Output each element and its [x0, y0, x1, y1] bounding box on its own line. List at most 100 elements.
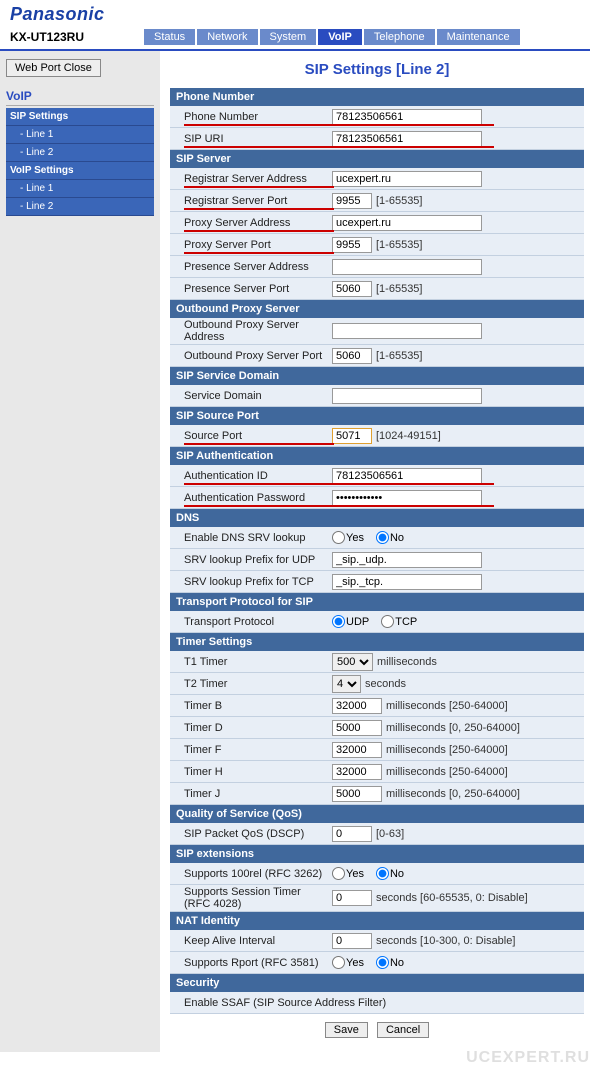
- input-th[interactable]: [332, 764, 382, 780]
- tab-status[interactable]: Status: [144, 29, 195, 45]
- label-tj: Timer J: [170, 788, 330, 800]
- hint-pres-port: [1-65535]: [376, 283, 422, 295]
- input-srv-udp[interactable]: [332, 552, 482, 568]
- label-dscp: SIP Packet QoS (DSCP): [170, 828, 330, 840]
- input-source-port[interactable]: [332, 428, 372, 444]
- input-tf[interactable]: [332, 742, 382, 758]
- input-dscp[interactable]: [332, 826, 372, 842]
- input-reg-addr[interactable]: [332, 171, 482, 187]
- input-tb[interactable]: [332, 698, 382, 714]
- section-qos: Quality of Service (QoS): [170, 805, 584, 823]
- radio-srv-no[interactable]: [376, 531, 389, 544]
- section-outbound: Outbound Proxy Server: [170, 300, 584, 318]
- input-td[interactable]: [332, 720, 382, 736]
- input-sip-uri[interactable]: [332, 131, 482, 147]
- sidebar-group-sip[interactable]: SIP Settings: [6, 108, 154, 126]
- input-phone-number[interactable]: [332, 109, 482, 125]
- input-auth-pw[interactable]: [332, 490, 482, 506]
- section-transport: Transport Protocol for SIP: [170, 593, 584, 611]
- label-ob-addr: Outbound Proxy Server Address: [170, 319, 330, 343]
- label-phone-number: Phone Number: [170, 111, 330, 123]
- input-service-domain[interactable]: [332, 388, 482, 404]
- input-pres-port[interactable]: [332, 281, 372, 297]
- select-t1[interactable]: 500: [332, 653, 373, 671]
- radio-rport-yes[interactable]: [332, 956, 345, 969]
- hint-reg-port: [1-65535]: [376, 195, 422, 207]
- hint-proxy-port: [1-65535]: [376, 239, 422, 251]
- section-dns: DNS: [170, 509, 584, 527]
- label-service-domain: Service Domain: [170, 390, 330, 402]
- radio-rport-no[interactable]: [376, 956, 389, 969]
- label-srv-tcp: SRV lookup Prefix for TCP: [170, 576, 330, 588]
- input-pres-addr[interactable]: [332, 259, 482, 275]
- radio-100rel-no[interactable]: [376, 867, 389, 880]
- sidebar-group-voip[interactable]: VoIP Settings: [6, 162, 154, 180]
- section-timers: Timer Settings: [170, 633, 584, 651]
- input-auth-id[interactable]: [332, 468, 482, 484]
- main-content: SIP Settings [Line 2] Phone Number Phone…: [160, 51, 590, 1052]
- radio-srv-yes[interactable]: [332, 531, 345, 544]
- label-keepalive: Keep Alive Interval: [170, 935, 330, 947]
- label-t1: T1 Timer: [170, 656, 330, 668]
- section-ext: SIP extensions: [170, 845, 584, 863]
- hint-ob-port: [1-65535]: [376, 350, 422, 362]
- page-title: SIP Settings [Line 2]: [170, 61, 584, 78]
- input-proxy-port[interactable]: [332, 237, 372, 253]
- label-rport: Supports Rport (RFC 3581): [170, 957, 330, 969]
- sidebar-item-voip-line2[interactable]: - Line 2: [6, 198, 154, 216]
- tab-telephone[interactable]: Telephone: [364, 29, 435, 45]
- input-ob-port[interactable]: [332, 348, 372, 364]
- radio-tcp[interactable]: [381, 615, 394, 628]
- tab-maintenance[interactable]: Maintenance: [437, 29, 520, 45]
- section-source-port: SIP Source Port: [170, 407, 584, 425]
- label-transport: Transport Protocol: [170, 616, 330, 628]
- input-keepalive[interactable]: [332, 933, 372, 949]
- input-session-timer[interactable]: [332, 890, 372, 906]
- input-proxy-addr[interactable]: [332, 215, 482, 231]
- input-ob-addr[interactable]: [332, 323, 482, 339]
- sidebar-item-sip-line1[interactable]: - Line 1: [6, 126, 154, 144]
- label-srv-udp: SRV lookup Prefix for UDP: [170, 554, 330, 566]
- input-srv-tcp[interactable]: [332, 574, 482, 590]
- label-source-port: Source Port: [170, 430, 330, 442]
- tab-system[interactable]: System: [260, 29, 317, 45]
- label-t2: T2 Timer: [170, 678, 330, 690]
- top-tabs: Status Network System VoIP Telephone Mai…: [144, 29, 520, 45]
- radio-100rel-yes[interactable]: [332, 867, 345, 880]
- model-label: KX-UT123RU: [10, 30, 140, 44]
- hint-source-port: [1024-49151]: [376, 430, 441, 442]
- web-port-close-button[interactable]: Web Port Close: [6, 59, 101, 77]
- sidebar-item-voip-line1[interactable]: - Line 1: [6, 180, 154, 198]
- tab-network[interactable]: Network: [197, 29, 257, 45]
- label-th: Timer H: [170, 766, 330, 778]
- select-t2[interactable]: 4: [332, 675, 361, 693]
- label-pres-addr: Presence Server Address: [170, 261, 330, 273]
- radio-udp[interactable]: [332, 615, 345, 628]
- section-nat: NAT Identity: [170, 912, 584, 930]
- label-sip-uri: SIP URI: [170, 133, 330, 145]
- cancel-button[interactable]: Cancel: [377, 1022, 429, 1038]
- label-tf: Timer F: [170, 744, 330, 756]
- brand-logo: Panasonic: [10, 4, 105, 24]
- save-button[interactable]: Save: [325, 1022, 368, 1038]
- label-tb: Timer B: [170, 700, 330, 712]
- label-proxy-port: Proxy Server Port: [170, 239, 330, 251]
- sidebar-title: VoIP: [6, 89, 154, 106]
- label-100rel: Supports 100rel (RFC 3262): [170, 868, 330, 880]
- sidebar: Web Port Close VoIP SIP Settings - Line …: [0, 51, 160, 1052]
- label-reg-addr: Registrar Server Address: [170, 173, 330, 185]
- sidebar-item-sip-line2[interactable]: - Line 2: [6, 144, 154, 162]
- section-security: Security: [170, 974, 584, 992]
- section-phone-number: Phone Number: [170, 88, 584, 106]
- label-auth-pw: Authentication Password: [170, 492, 330, 504]
- tab-voip[interactable]: VoIP: [318, 29, 362, 45]
- label-ssaf: Enable SSAF (SIP Source Address Filter): [170, 997, 390, 1009]
- label-td: Timer D: [170, 722, 330, 734]
- label-reg-port: Registrar Server Port: [170, 195, 330, 207]
- section-sip-server: SIP Server: [170, 150, 584, 168]
- section-service-domain: SIP Service Domain: [170, 367, 584, 385]
- section-auth: SIP Authentication: [170, 447, 584, 465]
- label-dns-srv: Enable DNS SRV lookup: [170, 532, 330, 544]
- input-reg-port[interactable]: [332, 193, 372, 209]
- input-tj[interactable]: [332, 786, 382, 802]
